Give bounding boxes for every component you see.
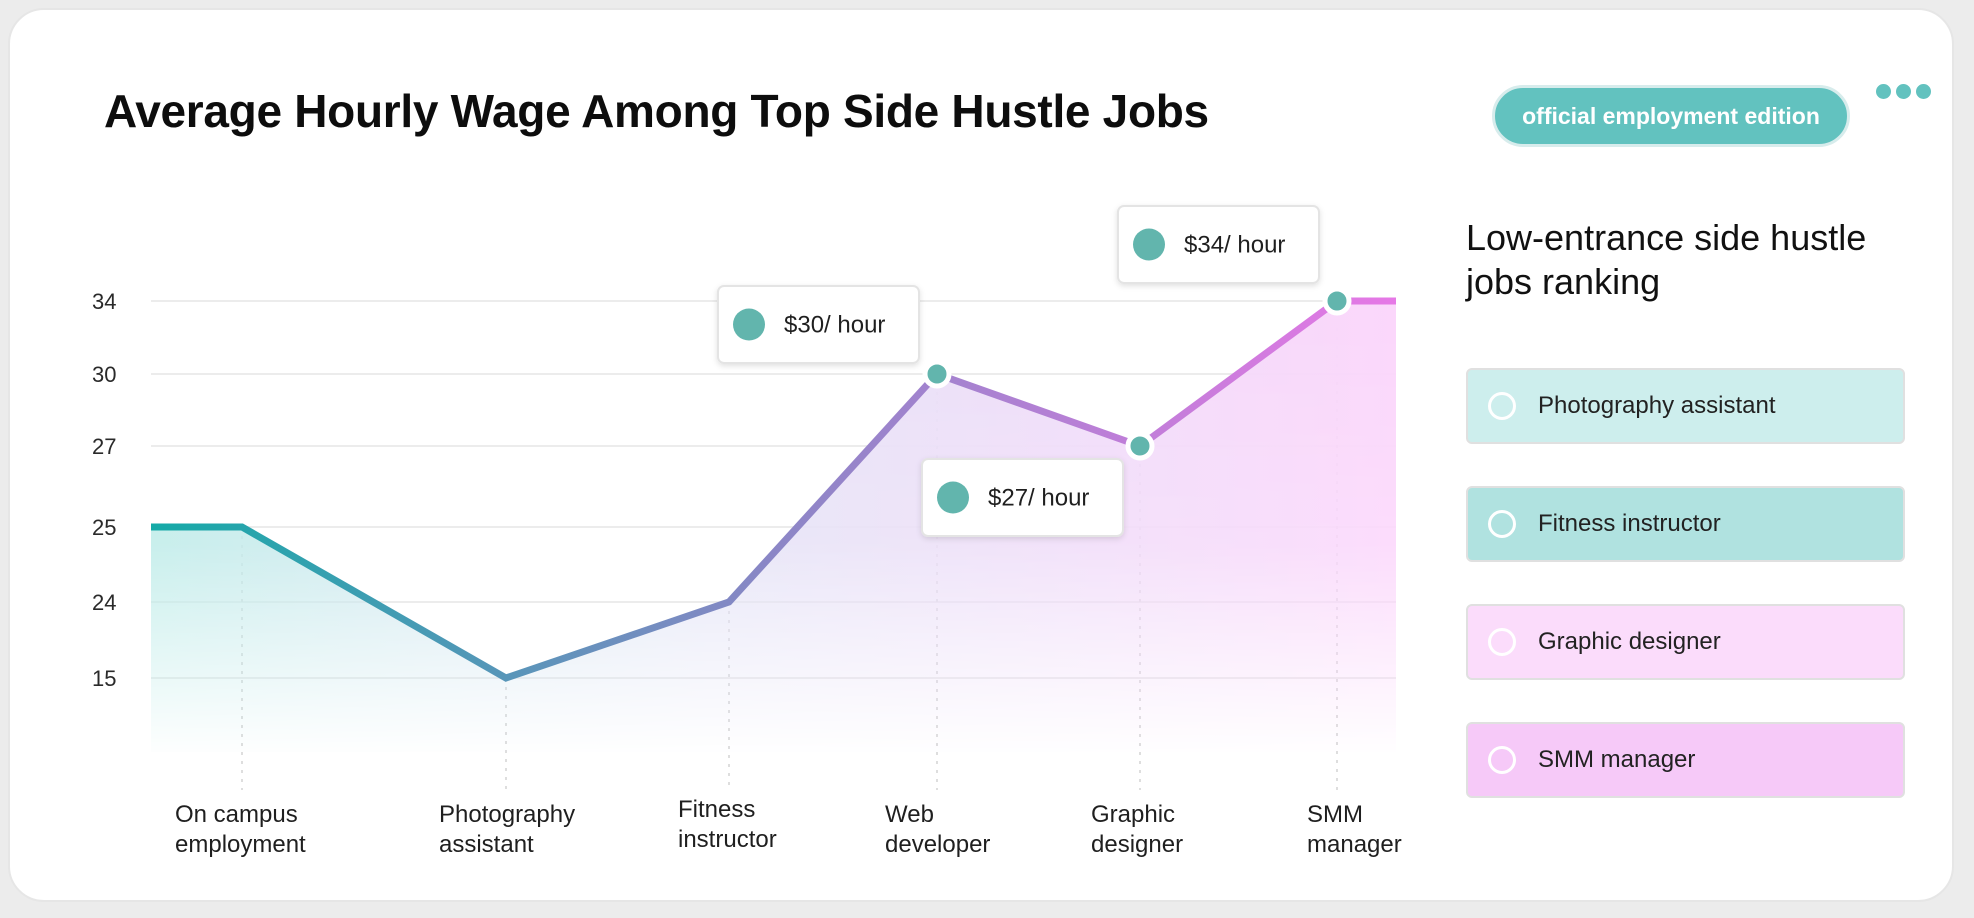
page-title: Average Hourly Wage Among Top Side Hustl… [104,85,1209,137]
y-tick-label: 30 [92,362,116,387]
x-tick-label: Fitness instructor [678,796,777,853]
y-tick-label: 34 [92,289,116,314]
ranking-item-label: SMM manager [1538,746,1696,773]
ranking-item-graphic-designer[interactable]: Graphic designer [1466,604,1905,680]
data-point[interactable] [1125,431,1155,461]
ranking-item-fitness-instructor[interactable]: Fitness instructor [1466,486,1905,562]
ranking-item-label: Photography assistant [1538,392,1776,419]
value-callout: $30/ hour [717,285,920,364]
x-tick-label: On campus employment [175,801,306,858]
ranking-item-smm-manager[interactable]: SMM manager [1466,722,1905,798]
y-tick-label: 25 [92,515,116,540]
x-tick-label: Graphic designer [1091,801,1183,858]
area-fill [151,301,1396,752]
callout-dot-icon [937,481,969,514]
value-callout: $27/ hour [921,458,1124,537]
y-tick-label: 27 [92,434,116,459]
ranking-title: Low-entrance side hustle jobs ranking [1466,217,1867,302]
x-tick-label: Photography assistant [439,801,575,858]
edition-badge-button[interactable]: official employment edition [1492,85,1850,147]
callout-dot-icon [733,308,765,341]
radio-icon[interactable] [1488,510,1516,538]
y-tick-label: 15 [92,666,116,691]
callout-dot-icon [1133,228,1165,261]
data-point[interactable] [1322,286,1352,316]
radio-icon[interactable] [1488,392,1516,420]
ellipsis-icon[interactable] [1876,84,1931,99]
ranking-item-label: Fitness instructor [1538,510,1721,537]
ranking-item-label: Graphic designer [1538,628,1721,655]
x-tick-label: Web developer [885,801,990,858]
radio-icon[interactable] [1488,746,1516,774]
data-point[interactable] [922,359,952,389]
series-line [151,297,1396,682]
x-tick-label: SMM manager [1307,801,1402,858]
ranking-item-photography-assistant[interactable]: Photography assistant [1466,368,1905,444]
callout-label: $34/ hour [1184,232,1285,259]
value-callout: $34/ hour [1117,205,1320,284]
callout-label: $30/ hour [784,312,885,339]
radio-icon[interactable] [1488,628,1516,656]
chart-card: Average Hourly Wage Among Top Side Hustl… [8,8,1954,902]
y-tick-label: 24 [92,590,116,615]
callout-label: $27/ hour [988,485,1089,512]
